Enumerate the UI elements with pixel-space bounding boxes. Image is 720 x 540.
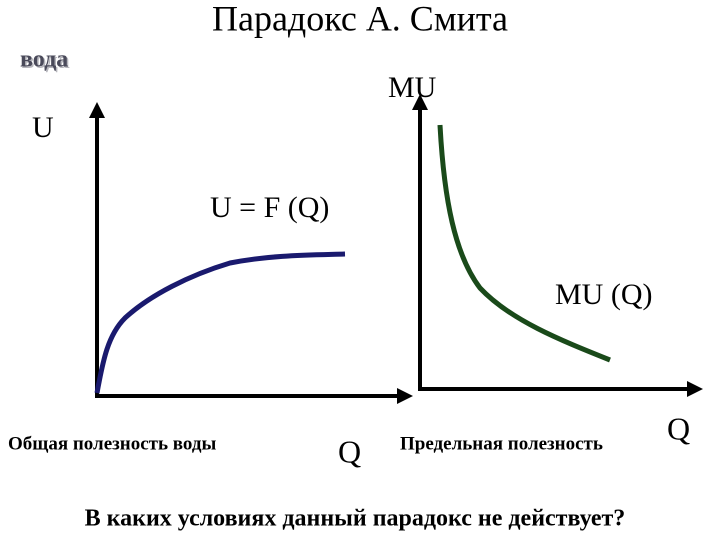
utility-curve bbox=[94, 251, 346, 394]
y-axis-label: MU bbox=[388, 71, 437, 104]
caption: Общая полезность воды bbox=[8, 433, 216, 454]
x-axis-label: Q bbox=[338, 433, 361, 469]
curve-label: U = F (Q) bbox=[210, 191, 329, 224]
tag: вода bbox=[20, 47, 68, 73]
y-axis-label: U bbox=[32, 111, 54, 144]
marginal-utility-curve bbox=[437, 124, 611, 363]
question: В каких условиях данный парадокс не дейс… bbox=[85, 506, 626, 532]
curve-label: MU (Q) bbox=[555, 278, 653, 311]
caption: Предельная полезность bbox=[400, 433, 603, 454]
title: Парадокс А. Смита bbox=[212, 0, 508, 38]
x-axis-label: Q bbox=[667, 410, 690, 446]
tag-shadow: вода bbox=[22, 48, 70, 74]
